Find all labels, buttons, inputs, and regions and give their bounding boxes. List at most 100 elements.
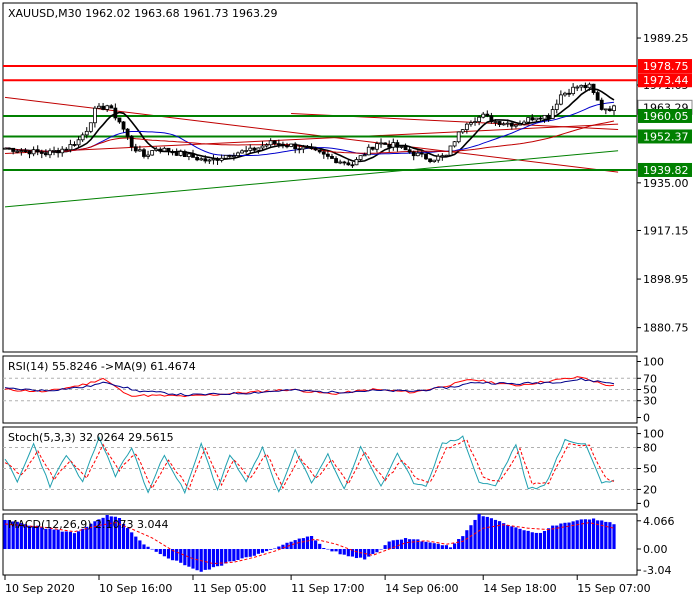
macd-bar — [518, 528, 522, 550]
level-label: 1939.82 — [643, 164, 689, 177]
candle-body — [293, 143, 298, 150]
candle-body — [481, 113, 486, 118]
candle-body — [370, 146, 375, 150]
candle-body — [129, 136, 134, 148]
price-tick-label: 1917.15 — [643, 224, 689, 237]
price-tick-label: 1880.75 — [643, 322, 689, 335]
macd-axis: 4.066 0.00 -3.04 — [637, 515, 675, 577]
macd-bar — [563, 522, 567, 550]
macd-bar — [244, 549, 248, 558]
macd-bar — [604, 521, 608, 550]
macd-bar — [240, 549, 244, 559]
candle-body — [199, 158, 204, 161]
candle-body — [595, 92, 600, 101]
macd-bar — [150, 548, 154, 550]
macd-bar — [514, 527, 518, 550]
ma-slow — [4, 120, 615, 154]
candle-body — [166, 147, 171, 153]
macd-bar — [596, 520, 600, 550]
macd-bar — [60, 531, 64, 550]
candle-body — [518, 123, 522, 126]
time-label: 11 Sep 17:00 — [291, 582, 364, 595]
candle-body — [227, 154, 232, 157]
candle-body — [550, 109, 555, 119]
candle-body — [489, 115, 494, 123]
macd-panel[interactable]: 4.066 0.00 -3.04 MACD(12,26,9) 2.1073 3.04… — [2, 513, 675, 577]
candle-body — [27, 150, 32, 155]
candle-body — [419, 152, 424, 155]
macd-bar — [252, 549, 256, 556]
macd-bar — [387, 541, 391, 550]
macd-bar — [130, 532, 134, 550]
macd-bar — [448, 547, 453, 550]
candle-body — [411, 151, 416, 157]
candle-body — [244, 150, 249, 152]
candle-body — [493, 121, 498, 123]
macd-bar — [113, 516, 117, 550]
candle-body — [162, 147, 167, 152]
candle-body — [522, 121, 526, 125]
rsi-line-signal — [4, 377, 615, 397]
candle-body — [52, 150, 56, 152]
time-axis: 10 Sep 2020 10 Sep 16:00 11 Sep 05:00 11 Se… — [4, 575, 651, 595]
macd-bar — [375, 549, 379, 553]
macd-bar — [285, 542, 289, 550]
level-label-box — [638, 162, 692, 177]
price-panel[interactable]: XAUUSD,M30 1962.02 1963.68 1961.73 1963.… — [2, 2, 693, 353]
macd-bar — [326, 548, 330, 550]
candle-body — [240, 150, 244, 154]
candle-body — [350, 164, 355, 167]
macd-bar — [428, 542, 432, 550]
macd-bar — [477, 514, 481, 550]
candle-body — [11, 147, 16, 152]
candle-body — [223, 154, 228, 159]
macd-bar — [489, 518, 493, 550]
candle-body — [203, 158, 208, 162]
macd-tick-label: -3.04 — [643, 564, 671, 577]
trendline — [4, 123, 619, 154]
candle-body — [514, 124, 518, 127]
macd-histogram — [3, 514, 616, 572]
macd-bar — [354, 549, 359, 559]
macd-bar — [559, 523, 563, 550]
candle-body — [43, 153, 48, 156]
macd-bar — [473, 519, 477, 550]
macd-bar — [342, 549, 346, 555]
candle-body — [187, 153, 191, 158]
macd-bar — [7, 520, 11, 550]
candle-body — [325, 153, 330, 157]
candle-body — [231, 155, 236, 157]
macd-bar — [256, 549, 261, 554]
candle-body — [170, 151, 175, 154]
candle-body — [309, 147, 314, 150]
candle-body — [97, 105, 101, 109]
macd-bar — [293, 540, 297, 550]
horizontal-levels — [3, 65, 637, 171]
candlesticks — [3, 82, 616, 168]
candle-body — [31, 149, 36, 155]
candle-body — [56, 150, 61, 154]
macd-bar — [436, 543, 440, 550]
macd-bar — [36, 525, 40, 550]
candle-body — [48, 150, 52, 156]
macd-bar — [457, 539, 461, 550]
candle-body — [530, 117, 535, 121]
candle-body — [68, 144, 73, 151]
candle-body — [473, 121, 477, 123]
macd-bar — [134, 536, 138, 550]
macd-bar — [76, 531, 81, 550]
macd-bar — [89, 523, 93, 550]
macd-bar — [146, 546, 150, 550]
candle-body — [538, 117, 543, 120]
level-label-box — [638, 108, 692, 123]
candle-body — [84, 130, 89, 136]
candle-body — [460, 129, 465, 133]
macd-bar — [269, 549, 273, 550]
time-label: 14 Sep 18:00 — [483, 582, 556, 595]
candle-body — [485, 113, 490, 117]
macd-bar — [363, 549, 367, 560]
candle-body — [415, 152, 420, 157]
